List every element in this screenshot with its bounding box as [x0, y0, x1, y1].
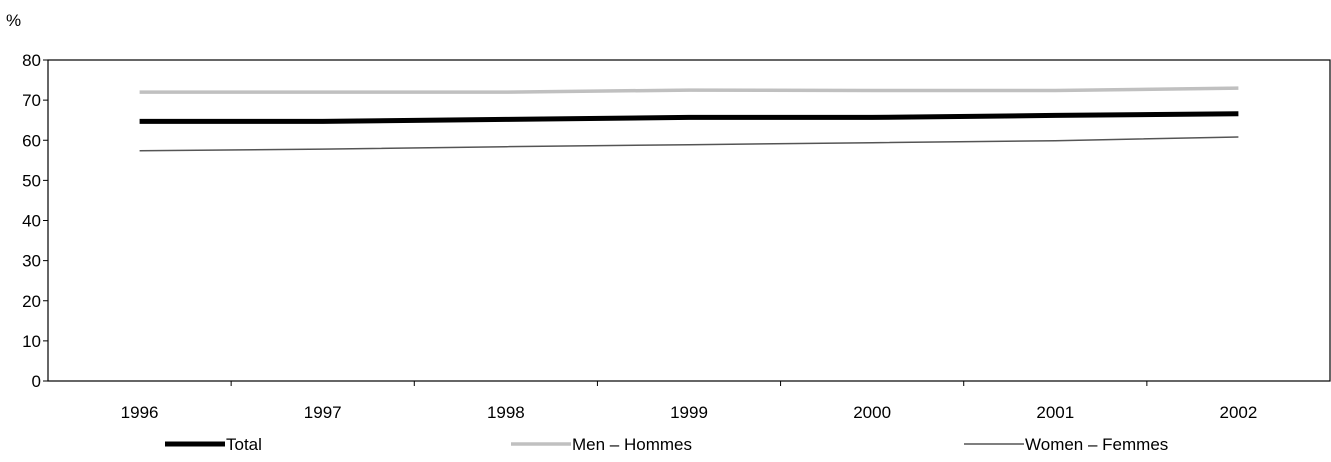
y-tick-label: 20 — [22, 292, 41, 311]
y-tick-label: 50 — [22, 171, 41, 190]
legend: Total Men – Hommes Women – Femmes — [165, 435, 1168, 454]
x-tick-label: 1998 — [487, 403, 525, 422]
y-tick-label: 30 — [22, 252, 41, 271]
y-tick-label: 60 — [22, 131, 41, 150]
y-tick-label: 0 — [32, 372, 41, 391]
series-line-total — [139, 111, 1239, 124]
y-axis-unit-label: % — [6, 11, 21, 30]
x-tick-label: 1999 — [670, 403, 708, 422]
x-tick-label: 2001 — [1036, 403, 1074, 422]
x-tick-label: 2000 — [853, 403, 891, 422]
legend-label: Women – Femmes — [1025, 435, 1168, 454]
x-axis: 1996 1997 1998 1999 2000 2001 2002 — [121, 381, 1258, 422]
y-tick-label: 80 — [22, 51, 41, 70]
x-tick-label: 1997 — [304, 403, 342, 422]
x-tick-label: 1996 — [121, 403, 159, 422]
x-tick-label: 2002 — [1220, 403, 1258, 422]
series-line-men — [139, 86, 1239, 94]
series-lines — [139, 86, 1239, 152]
series-line-women — [139, 136, 1239, 152]
plot-area-frame — [47, 59, 1331, 382]
y-axis: 0 10 20 30 40 50 60 70 80 — [22, 51, 48, 391]
legend-label: Total — [226, 435, 262, 454]
y-tick-label: 70 — [22, 91, 41, 110]
y-tick-label: 40 — [22, 212, 41, 231]
legend-label: Men – Hommes — [572, 435, 692, 454]
y-tick-label: 10 — [22, 332, 41, 351]
